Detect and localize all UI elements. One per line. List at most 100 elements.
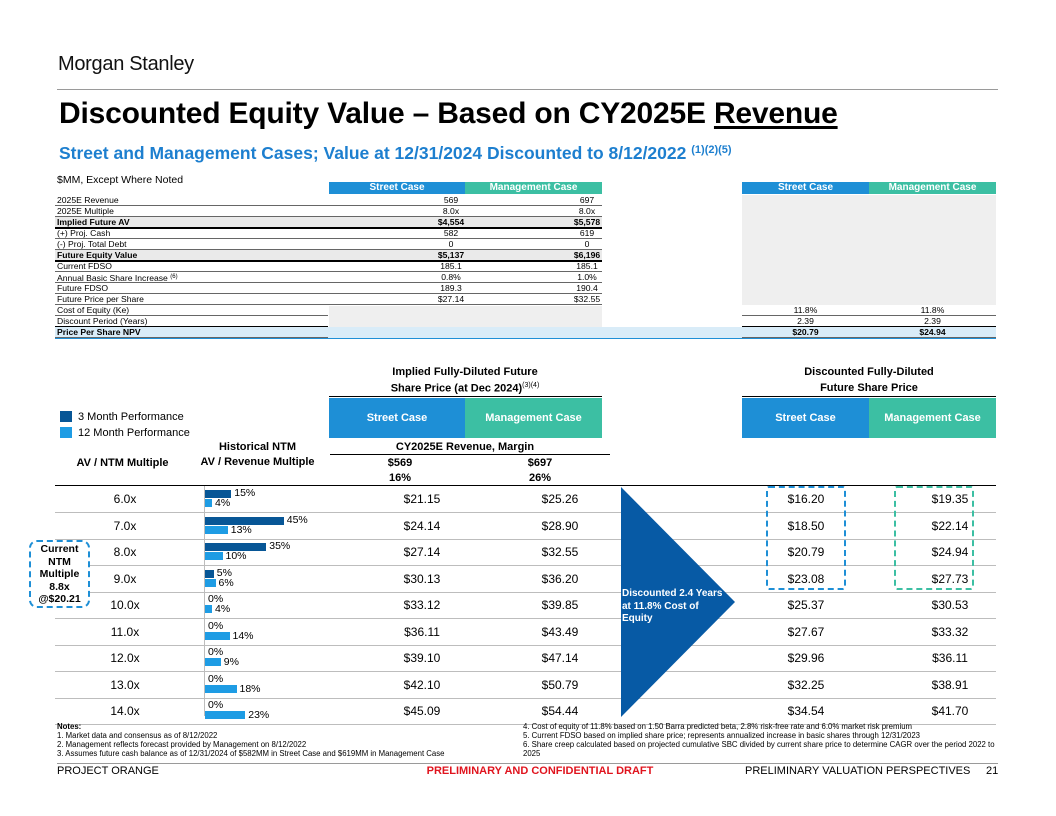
note-3: 3. Assumes future cash balance as of 12/… (57, 749, 445, 758)
bar-12-month-label: 9% (223, 656, 239, 668)
header-divider (57, 89, 998, 90)
row-discounted-mgmt: $19.35 (931, 492, 969, 506)
top-right-row-street: $20.79 (792, 327, 819, 337)
row-multiple: 6.0x (113, 492, 137, 506)
row-mgmt-price: $47.14 (541, 651, 579, 665)
top-row-street: 569 (443, 195, 459, 205)
row-discounted-street: $32.25 (787, 677, 825, 692)
mgmt-revenue: $697 (527, 457, 553, 469)
bar-12-month (205, 605, 212, 613)
footer-page-number: 21 (986, 765, 999, 777)
top-row-street: 185.1 (440, 261, 462, 271)
bar-12-month (205, 631, 230, 640)
footer-section: PRELIMINARY VALUATION PERSPECTIVES (745, 765, 971, 777)
bar-3-month-label: 45% (286, 513, 308, 526)
mult-header: AV / NTM Multiple (76, 457, 169, 469)
legend-12m-swatch (60, 427, 72, 438)
bar-12-month-label: 14% (232, 629, 254, 642)
top-row: 2025E Multiple 8.0x 8.0x (55, 206, 996, 217)
discount-arrow-shape (621, 487, 735, 717)
row-discounted-street: $29.96 (787, 651, 825, 665)
row-discounted-street: $34.54 (787, 704, 825, 718)
top-right-row-separator (742, 315, 996, 316)
top-row-mgmt: 619 (579, 228, 595, 238)
implied-header-line2: Share Price (at Dec 2024)(3)(4) (330, 382, 600, 395)
top-row-label: (+) Proj. Cash (57, 228, 111, 238)
row-discounted-mgmt: $38.91 (931, 677, 969, 692)
top-row-label-sup: (6) (170, 274, 178, 280)
notes-title: Notes: (57, 722, 82, 731)
sensitivity-row: 6.0x $21.15 $25.26 $16.20 $19.35 (55, 486, 996, 513)
top-row-separator (55, 271, 602, 272)
top-right-row-mgmt: $24.94 (919, 327, 946, 337)
case-street-right: Street Case (742, 398, 869, 438)
bar-12-month-label: 4% (215, 603, 231, 615)
hist-header-line2: AV / Revenue Multiple (200, 456, 315, 468)
top-row-street: 8.0x (442, 206, 460, 216)
row-street-price: $45.09 (403, 704, 441, 718)
discount-arrow (621, 487, 735, 717)
top-row-separator (55, 282, 602, 283)
legend-12m-label: 12 Month Performance (78, 427, 190, 439)
top-right-row: Discount Period (Years) 2.39 2.39 (55, 316, 996, 327)
discounted-header-rule (742, 396, 996, 397)
top-row-label: Current FDSO (57, 261, 112, 271)
top-right-row-separator (55, 315, 328, 316)
top-row-separator (55, 249, 602, 250)
sensitivity-row: 8.0x $27.14 $32.55 $20.79 $24.94 (55, 539, 996, 566)
row-mgmt-price: $50.79 (541, 677, 579, 692)
top-row-separator (55, 260, 602, 262)
top-row: 2025E Revenue 569 697 (55, 195, 996, 206)
top-row-mgmt: $6,196 (573, 250, 601, 260)
row-mgmt-price: $28.90 (541, 518, 579, 533)
top-row-mgmt: 0 (584, 239, 590, 249)
row-street-price: $36.11 (404, 624, 440, 639)
note-6: 6. Share creep calculated based on proje… (523, 740, 995, 758)
top-row-mgmt: $5,578 (573, 217, 601, 227)
top-header-mgmt: Management Case (465, 182, 602, 194)
implied-header-rule (329, 396, 602, 397)
note-2: 2. Management reflects forecast provided… (57, 740, 307, 749)
row-mgmt-price: $39.85 (541, 598, 579, 612)
notes-right: 4. Cost of equity of 11.8% based on 1.50… (523, 722, 996, 758)
top-right-row-mgmt: 2.39 (924, 316, 941, 326)
top-row-label: (-) Proj. Total Debt (57, 239, 127, 249)
row-discounted-mgmt: $27.73 (931, 571, 969, 586)
top-right-row-mgmt: 11.8% (920, 305, 945, 315)
row-discounted-street: $25.37 (787, 598, 825, 612)
revenue-margin-rule (330, 454, 610, 455)
top-row-label: Future FDSO (57, 283, 109, 293)
row-multiple: 14.0x (110, 704, 140, 718)
row-discounted-street: $16.20 (787, 492, 825, 506)
sensitivity-row: 13.0x $42.10 $50.79 $32.25 $38.91 (55, 672, 996, 699)
bar-3-month-label: 0% (208, 646, 224, 658)
bar-3-month (205, 490, 232, 498)
discounted-header-line1: Discounted Fully-Diluted (804, 366, 934, 378)
bar-12-month-label: 18% (239, 682, 261, 695)
row-multiple: 12.0x (110, 651, 140, 665)
top-row: Future Equity Value $5,137 $6,196 (55, 250, 602, 261)
bar-3-month (205, 516, 284, 525)
bar-3-month (205, 543, 267, 551)
top-right-row-separator (55, 337, 328, 338)
top-row-mgmt: 697 (579, 195, 595, 205)
street-margin: 16% (388, 472, 412, 484)
page-title: Discounted Equity Value – Based on CY202… (59, 97, 838, 131)
top-row-label: Future Equity Value (57, 250, 138, 260)
units-note: $MM, Except Where Noted (57, 174, 184, 186)
top-row: Annual Basic Share Increase (6) 0.8% 1.0% (55, 272, 996, 283)
top-row-label: Implied Future AV (57, 217, 130, 227)
company-logo: Morgan Stanley (58, 53, 194, 75)
sensitivity-row: 14.0x $45.09 $54.44 $34.54 $41.70 (55, 698, 996, 725)
row-street-price: $27.14 (403, 545, 441, 559)
bar-12-month (205, 525, 228, 534)
bar-3-month-label: 0% (208, 672, 224, 685)
row-discounted-street: $18.50 (787, 518, 825, 533)
current-multiple-label: Current NTM Multiple 8.8x @$20.21 (38, 543, 81, 606)
top-row-separator (55, 227, 602, 229)
row-discounted-street: $27.67 (787, 624, 825, 639)
top-header-right-mgmt: Management Case (869, 182, 996, 194)
top-row-mgmt: 1.0% (577, 272, 597, 282)
top-row-separator (55, 205, 602, 206)
bar-12-month (205, 658, 221, 666)
